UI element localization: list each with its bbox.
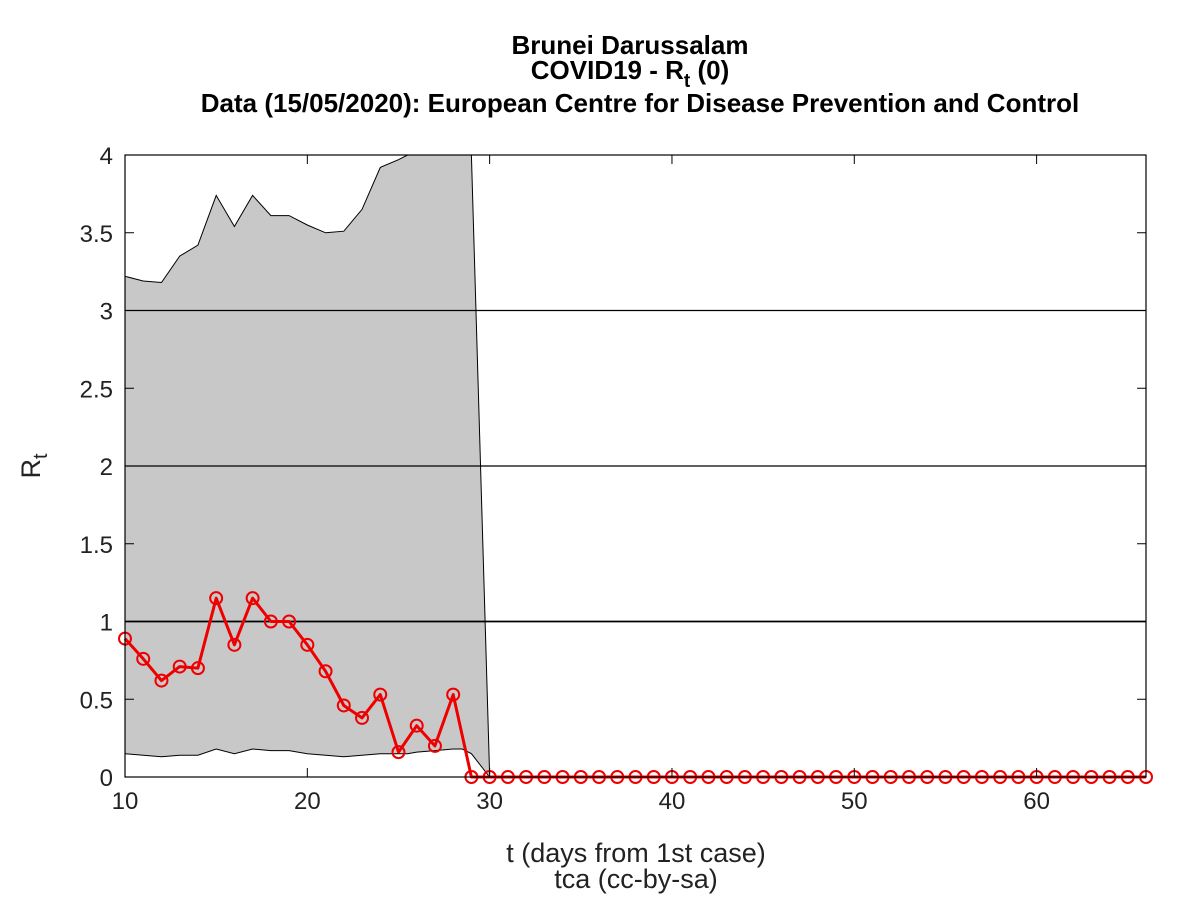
y-tick-label: 1 bbox=[100, 610, 113, 637]
data-point bbox=[300, 637, 315, 652]
y-tick-label: 0.5 bbox=[80, 687, 113, 714]
data-point bbox=[154, 673, 169, 688]
chart-title-metric-tail: (0) bbox=[690, 55, 729, 85]
x-tick-label: 30 bbox=[476, 788, 503, 815]
data-point bbox=[209, 591, 224, 606]
chart-title-metric-sub: t bbox=[684, 71, 691, 92]
data-point bbox=[318, 664, 333, 679]
y-axis-label-sub: t bbox=[30, 453, 52, 459]
data-point bbox=[355, 710, 370, 725]
data-point bbox=[136, 651, 151, 666]
y-tick-label: 0 bbox=[100, 765, 113, 792]
data-point bbox=[373, 687, 388, 702]
x-tick-label: 20 bbox=[294, 788, 321, 815]
x-axis-sublabel: tca (cc-by-sa) bbox=[554, 864, 718, 894]
x-tick-label: 50 bbox=[841, 788, 868, 815]
data-point bbox=[263, 614, 278, 629]
x-axis-label: t (days from 1st case) bbox=[506, 838, 766, 868]
data-point bbox=[336, 698, 351, 713]
data-point bbox=[446, 687, 461, 702]
y-axis-label-main: R bbox=[16, 459, 46, 479]
data-point bbox=[227, 637, 242, 652]
x-tick-label: 40 bbox=[659, 788, 686, 815]
y-tick-label: 3 bbox=[100, 299, 113, 326]
data-point bbox=[172, 659, 187, 674]
axis-ticks: 10 20 30 40 50 60 0 0.5 1 1.5 2 2.5 3 3.5 4 bbox=[80, 143, 1146, 815]
chart-title-source: Data (15/05/2020): European Centre for D… bbox=[201, 88, 1079, 118]
data-point bbox=[391, 745, 406, 760]
y-tick-label: 2.5 bbox=[80, 376, 113, 403]
x-tick-label: 10 bbox=[112, 788, 139, 815]
y-axis-label: Rt bbox=[16, 453, 52, 479]
data-point bbox=[190, 661, 205, 676]
y-tick-label: 1.5 bbox=[80, 532, 113, 559]
y-tick-label: 3.5 bbox=[80, 221, 113, 248]
data-point bbox=[409, 718, 424, 733]
y-tick-label: 2 bbox=[100, 454, 113, 481]
data-point bbox=[245, 591, 260, 606]
data-point bbox=[282, 614, 297, 629]
chart-title-country: Brunei Darussalam bbox=[512, 30, 749, 60]
chart-title-metric-main: COVID19 - R bbox=[531, 55, 684, 85]
y-tick-label: 4 bbox=[100, 143, 113, 170]
data-point bbox=[427, 738, 442, 753]
chart-title-metric: COVID19 - Rt (0) bbox=[531, 55, 729, 92]
x-tick-label: 60 bbox=[1023, 788, 1050, 815]
band-lower-edge bbox=[124, 748, 490, 778]
